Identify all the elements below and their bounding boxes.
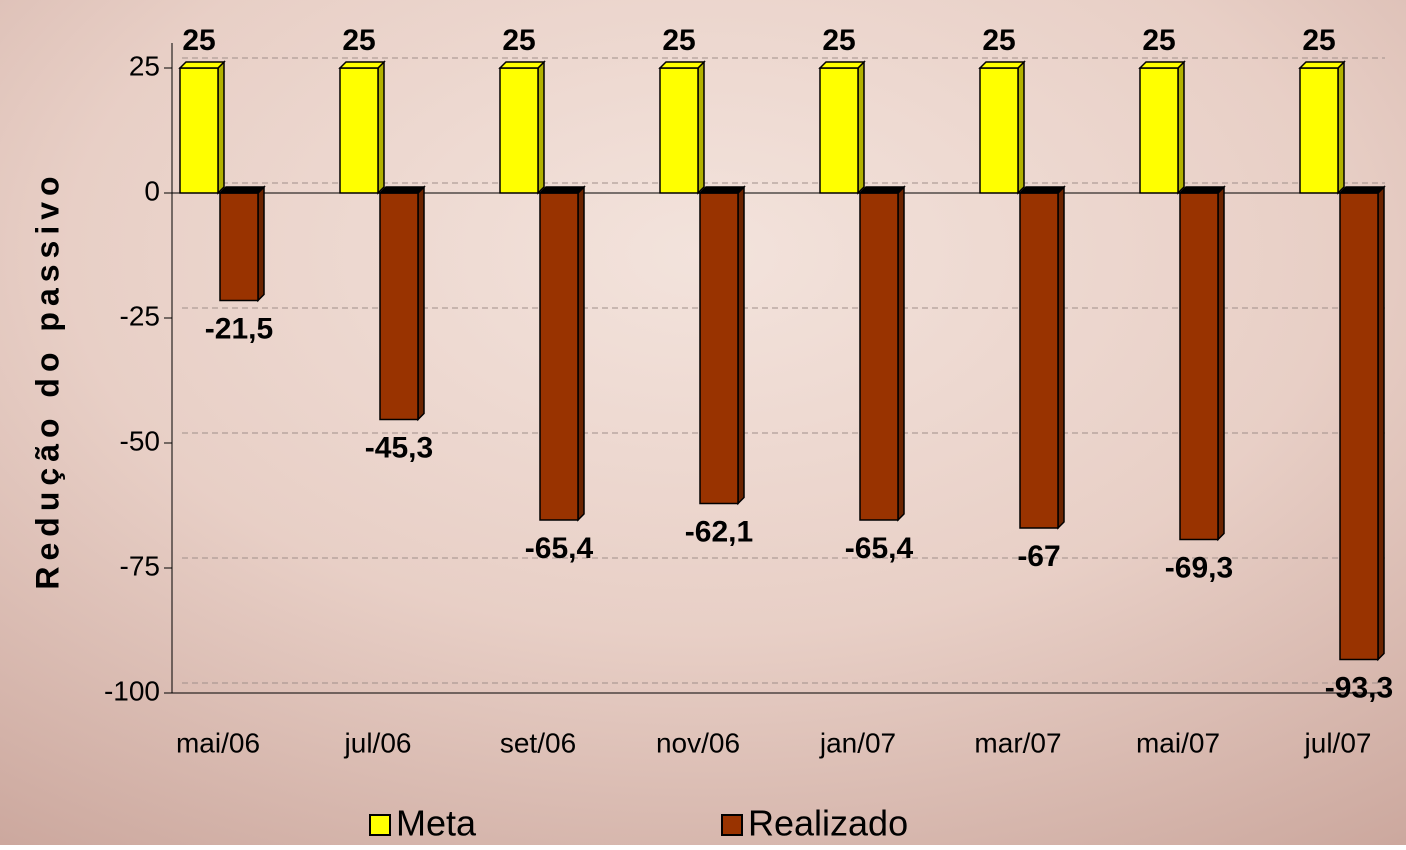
- bar: [219, 192, 259, 302]
- bar-side: [857, 60, 865, 195]
- bar-top: [1138, 61, 1186, 69]
- x-tick-label: set/06: [500, 727, 576, 758]
- y-tick-label: -50: [120, 425, 160, 456]
- bar: [179, 67, 219, 194]
- value-label: 25: [662, 24, 695, 57]
- bar-top: [858, 186, 906, 194]
- bar: [1339, 192, 1379, 661]
- legend-label: Meta: [396, 803, 477, 844]
- bar-top: [178, 61, 226, 69]
- value-label: 25: [342, 24, 375, 57]
- bar-side: [1217, 185, 1225, 542]
- value-label: 25: [182, 24, 215, 57]
- bar: [659, 67, 699, 194]
- bar: [339, 67, 379, 194]
- value-label: 25: [1142, 24, 1175, 57]
- bar-side: [1337, 60, 1345, 195]
- bar: [859, 192, 899, 521]
- bar-top: [818, 61, 866, 69]
- value-label: 25: [982, 24, 1015, 57]
- bar: [1139, 67, 1179, 194]
- legend-label: Realizado: [748, 803, 908, 844]
- bar-top: [498, 61, 546, 69]
- bar: [499, 67, 539, 194]
- y-tick-label: -100: [104, 675, 160, 706]
- bar-side: [377, 60, 385, 195]
- bar: [1019, 192, 1059, 529]
- value-label: 25: [502, 24, 535, 57]
- bar-top: [1298, 61, 1346, 69]
- y-tick-label: 25: [129, 50, 160, 81]
- value-label: -93,3: [1325, 671, 1393, 704]
- bar-side: [697, 60, 705, 195]
- bar-top: [978, 61, 1026, 69]
- y-tick-label: -75: [120, 550, 160, 581]
- value-label: 25: [1302, 24, 1335, 57]
- value-label: -65,4: [845, 532, 914, 565]
- x-tick-label: jul/07: [1304, 727, 1372, 758]
- bar-top: [698, 186, 746, 194]
- value-label: -65,4: [525, 532, 594, 565]
- bar-side: [417, 185, 425, 422]
- bar-side: [897, 185, 905, 522]
- bar-side: [577, 185, 585, 522]
- x-tick-label: mai/06: [176, 727, 260, 758]
- x-tick-label: jul/06: [344, 727, 412, 758]
- x-tick-label: mar/07: [974, 727, 1061, 758]
- x-tick-label: jan/07: [819, 727, 896, 758]
- x-tick-label: mai/07: [1136, 727, 1220, 758]
- bar: [379, 192, 419, 421]
- bar-top: [658, 61, 706, 69]
- bar: [1299, 67, 1339, 194]
- bar-top: [1178, 186, 1226, 194]
- bar: [1179, 192, 1219, 541]
- bar-top: [538, 186, 586, 194]
- x-tick-label: nov/06: [656, 727, 740, 758]
- y-axis-label: Redução do passivo: [29, 170, 65, 589]
- value-label: -45,3: [365, 431, 433, 464]
- bar: [979, 67, 1019, 194]
- value-label: -67: [1017, 540, 1060, 573]
- bar: [819, 67, 859, 194]
- bar-side: [737, 185, 745, 506]
- legend-swatch: [721, 814, 743, 836]
- value-label: -62,1: [685, 515, 753, 548]
- bar-side: [1377, 185, 1385, 662]
- bar: [539, 192, 579, 521]
- bar-side: [257, 185, 265, 303]
- value-label: -69,3: [1165, 551, 1233, 584]
- bar-top: [1018, 186, 1066, 194]
- bar-side: [1177, 60, 1185, 195]
- legend-swatch: [369, 814, 391, 836]
- value-label: -21,5: [205, 312, 273, 345]
- y-tick-label: 0: [144, 175, 160, 206]
- bar-side: [1057, 185, 1065, 530]
- y-tick-label: -25: [120, 300, 160, 331]
- bar-side: [537, 60, 545, 195]
- bar-top: [378, 186, 426, 194]
- value-label: 25: [822, 24, 855, 57]
- bar: [699, 192, 739, 505]
- bar-side: [1017, 60, 1025, 195]
- bar-top: [1338, 186, 1386, 194]
- bar-side: [217, 60, 225, 195]
- bar-top: [338, 61, 386, 69]
- bar-top: [218, 186, 266, 194]
